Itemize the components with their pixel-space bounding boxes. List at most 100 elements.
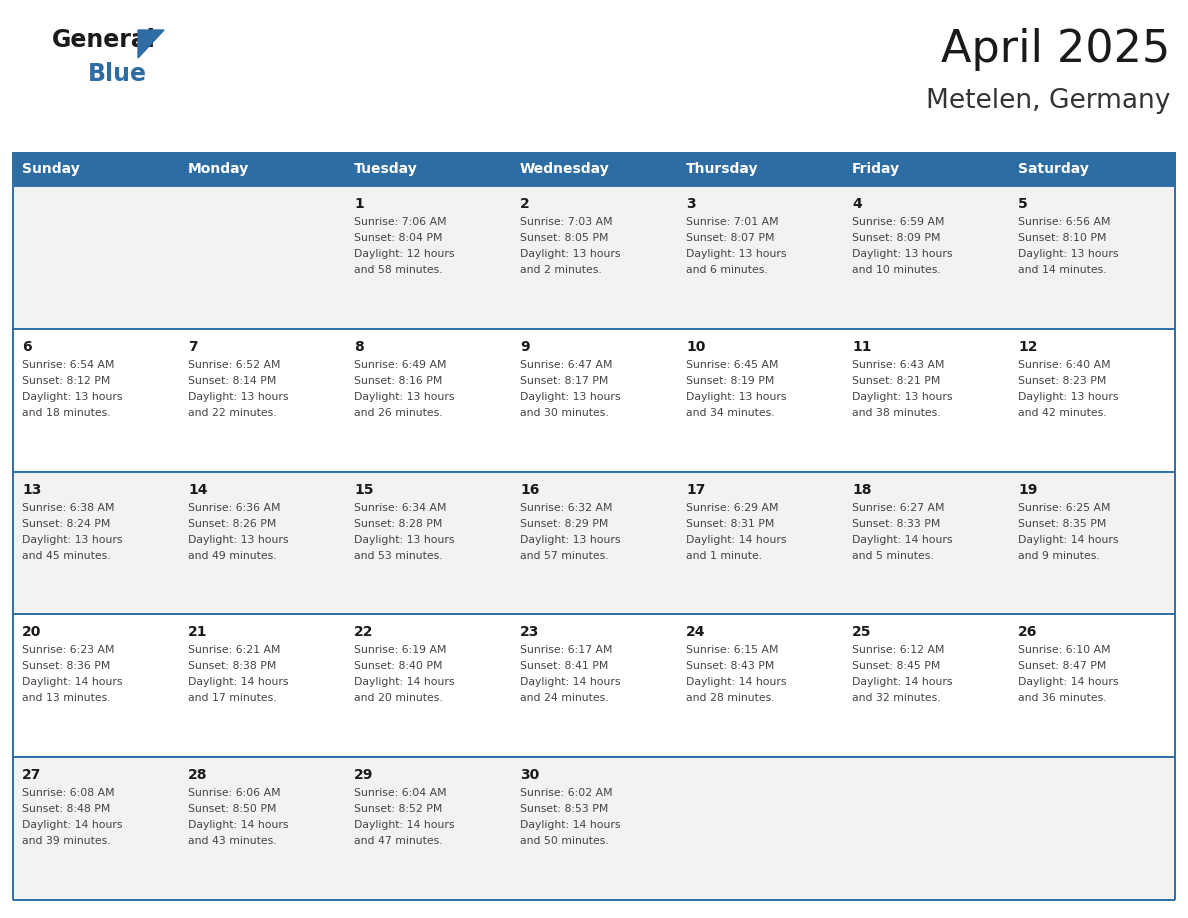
- Text: Sunrise: 6:49 AM: Sunrise: 6:49 AM: [354, 360, 447, 370]
- Text: Sunset: 8:29 PM: Sunset: 8:29 PM: [520, 519, 608, 529]
- Text: Daylight: 13 hours: Daylight: 13 hours: [354, 392, 455, 402]
- Text: and 38 minutes.: and 38 minutes.: [852, 408, 941, 418]
- Text: Sunrise: 6:45 AM: Sunrise: 6:45 AM: [685, 360, 778, 370]
- Text: 15: 15: [354, 483, 373, 497]
- Text: Sunrise: 6:17 AM: Sunrise: 6:17 AM: [520, 645, 613, 655]
- Text: 6: 6: [23, 340, 32, 353]
- Text: and 30 minutes.: and 30 minutes.: [520, 408, 608, 418]
- Text: Daylight: 14 hours: Daylight: 14 hours: [520, 820, 620, 830]
- Text: and 49 minutes.: and 49 minutes.: [188, 551, 277, 561]
- Text: 20: 20: [23, 625, 42, 640]
- Text: Sunset: 8:38 PM: Sunset: 8:38 PM: [188, 661, 277, 671]
- Text: Sunrise: 6:29 AM: Sunrise: 6:29 AM: [685, 502, 778, 512]
- Text: Daylight: 13 hours: Daylight: 13 hours: [1018, 392, 1118, 402]
- Text: 2: 2: [520, 197, 530, 211]
- Text: Sunset: 8:28 PM: Sunset: 8:28 PM: [354, 519, 442, 529]
- Text: Sunset: 8:43 PM: Sunset: 8:43 PM: [685, 661, 775, 671]
- Text: and 14 minutes.: and 14 minutes.: [1018, 265, 1107, 275]
- Text: Sunrise: 7:06 AM: Sunrise: 7:06 AM: [354, 217, 447, 227]
- Text: and 58 minutes.: and 58 minutes.: [354, 265, 443, 275]
- Text: Sunrise: 6:23 AM: Sunrise: 6:23 AM: [23, 645, 114, 655]
- Text: Sunrise: 6:38 AM: Sunrise: 6:38 AM: [23, 502, 114, 512]
- Text: Sunset: 8:26 PM: Sunset: 8:26 PM: [188, 519, 277, 529]
- Text: 16: 16: [520, 483, 539, 497]
- Text: Daylight: 13 hours: Daylight: 13 hours: [852, 392, 953, 402]
- Text: Sunrise: 6:47 AM: Sunrise: 6:47 AM: [520, 360, 613, 370]
- Text: Daylight: 14 hours: Daylight: 14 hours: [23, 820, 122, 830]
- Text: Monday: Monday: [188, 162, 249, 176]
- Text: Sunset: 8:24 PM: Sunset: 8:24 PM: [23, 519, 110, 529]
- Text: Sunrise: 6:34 AM: Sunrise: 6:34 AM: [354, 502, 447, 512]
- Text: Sunrise: 6:04 AM: Sunrise: 6:04 AM: [354, 789, 447, 798]
- Text: Daylight: 14 hours: Daylight: 14 hours: [354, 677, 455, 688]
- Text: 19: 19: [1018, 483, 1037, 497]
- Text: Sunrise: 6:36 AM: Sunrise: 6:36 AM: [188, 502, 280, 512]
- Text: 28: 28: [188, 768, 208, 782]
- Text: Daylight: 14 hours: Daylight: 14 hours: [685, 677, 786, 688]
- Text: Sunset: 8:52 PM: Sunset: 8:52 PM: [354, 804, 442, 814]
- Text: and 32 minutes.: and 32 minutes.: [852, 693, 941, 703]
- Text: Sunrise: 6:32 AM: Sunrise: 6:32 AM: [520, 502, 613, 512]
- Text: Sunset: 8:10 PM: Sunset: 8:10 PM: [1018, 233, 1106, 243]
- Text: Sunset: 8:19 PM: Sunset: 8:19 PM: [685, 375, 775, 386]
- Text: Sunset: 8:14 PM: Sunset: 8:14 PM: [188, 375, 277, 386]
- Text: Sunset: 8:04 PM: Sunset: 8:04 PM: [354, 233, 442, 243]
- Text: 14: 14: [188, 483, 208, 497]
- Bar: [13, 472, 1175, 614]
- Text: Sunset: 8:47 PM: Sunset: 8:47 PM: [1018, 661, 1106, 671]
- Text: and 18 minutes.: and 18 minutes.: [23, 408, 110, 418]
- Text: 25: 25: [852, 625, 872, 640]
- Text: Daylight: 13 hours: Daylight: 13 hours: [520, 392, 620, 402]
- Text: Sunset: 8:05 PM: Sunset: 8:05 PM: [520, 233, 608, 243]
- Text: Saturday: Saturday: [1018, 162, 1089, 176]
- Text: Sunset: 8:41 PM: Sunset: 8:41 PM: [520, 661, 608, 671]
- Text: and 34 minutes.: and 34 minutes.: [685, 408, 775, 418]
- Text: Sunset: 8:07 PM: Sunset: 8:07 PM: [685, 233, 775, 243]
- Text: and 53 minutes.: and 53 minutes.: [354, 551, 443, 561]
- Text: and 10 minutes.: and 10 minutes.: [852, 265, 941, 275]
- Text: Tuesday: Tuesday: [354, 162, 418, 176]
- Text: and 36 minutes.: and 36 minutes.: [1018, 693, 1107, 703]
- Text: Sunset: 8:21 PM: Sunset: 8:21 PM: [852, 375, 941, 386]
- Text: Metelen, Germany: Metelen, Germany: [925, 88, 1170, 114]
- Bar: [13, 614, 1175, 757]
- Text: Sunset: 8:33 PM: Sunset: 8:33 PM: [852, 519, 941, 529]
- Text: Daylight: 13 hours: Daylight: 13 hours: [1018, 249, 1118, 259]
- Text: 9: 9: [520, 340, 530, 353]
- Text: Blue: Blue: [88, 62, 147, 86]
- Text: Daylight: 13 hours: Daylight: 13 hours: [685, 249, 786, 259]
- Text: 29: 29: [354, 768, 373, 782]
- Text: Sunset: 8:40 PM: Sunset: 8:40 PM: [354, 661, 442, 671]
- Text: Daylight: 12 hours: Daylight: 12 hours: [354, 249, 455, 259]
- Text: and 22 minutes.: and 22 minutes.: [188, 408, 277, 418]
- Text: and 43 minutes.: and 43 minutes.: [188, 836, 277, 846]
- Text: and 28 minutes.: and 28 minutes.: [685, 693, 775, 703]
- Text: Sunset: 8:12 PM: Sunset: 8:12 PM: [23, 375, 110, 386]
- Text: and 57 minutes.: and 57 minutes.: [520, 551, 608, 561]
- Text: Sunset: 8:23 PM: Sunset: 8:23 PM: [1018, 375, 1106, 386]
- Text: 8: 8: [354, 340, 364, 353]
- Text: Friday: Friday: [852, 162, 901, 176]
- Text: Thursday: Thursday: [685, 162, 758, 176]
- Text: Sunset: 8:50 PM: Sunset: 8:50 PM: [188, 804, 277, 814]
- Text: Sunset: 8:45 PM: Sunset: 8:45 PM: [852, 661, 941, 671]
- Text: Daylight: 14 hours: Daylight: 14 hours: [23, 677, 122, 688]
- Text: Sunset: 8:53 PM: Sunset: 8:53 PM: [520, 804, 608, 814]
- Text: 3: 3: [685, 197, 696, 211]
- Text: Sunset: 8:16 PM: Sunset: 8:16 PM: [354, 375, 442, 386]
- Text: 1: 1: [354, 197, 364, 211]
- Text: Daylight: 14 hours: Daylight: 14 hours: [188, 820, 289, 830]
- Text: Sunrise: 7:03 AM: Sunrise: 7:03 AM: [520, 217, 613, 227]
- Text: 17: 17: [685, 483, 706, 497]
- Text: Daylight: 13 hours: Daylight: 13 hours: [852, 249, 953, 259]
- Text: Sunrise: 6:56 AM: Sunrise: 6:56 AM: [1018, 217, 1111, 227]
- Bar: [13, 757, 1175, 900]
- Text: 23: 23: [520, 625, 539, 640]
- Text: 24: 24: [685, 625, 706, 640]
- Text: Sunrise: 7:01 AM: Sunrise: 7:01 AM: [685, 217, 778, 227]
- Text: and 17 minutes.: and 17 minutes.: [188, 693, 277, 703]
- Text: Daylight: 14 hours: Daylight: 14 hours: [188, 677, 289, 688]
- Text: Daylight: 13 hours: Daylight: 13 hours: [23, 392, 122, 402]
- Text: Daylight: 13 hours: Daylight: 13 hours: [23, 534, 122, 544]
- Text: Sunrise: 6:52 AM: Sunrise: 6:52 AM: [188, 360, 280, 370]
